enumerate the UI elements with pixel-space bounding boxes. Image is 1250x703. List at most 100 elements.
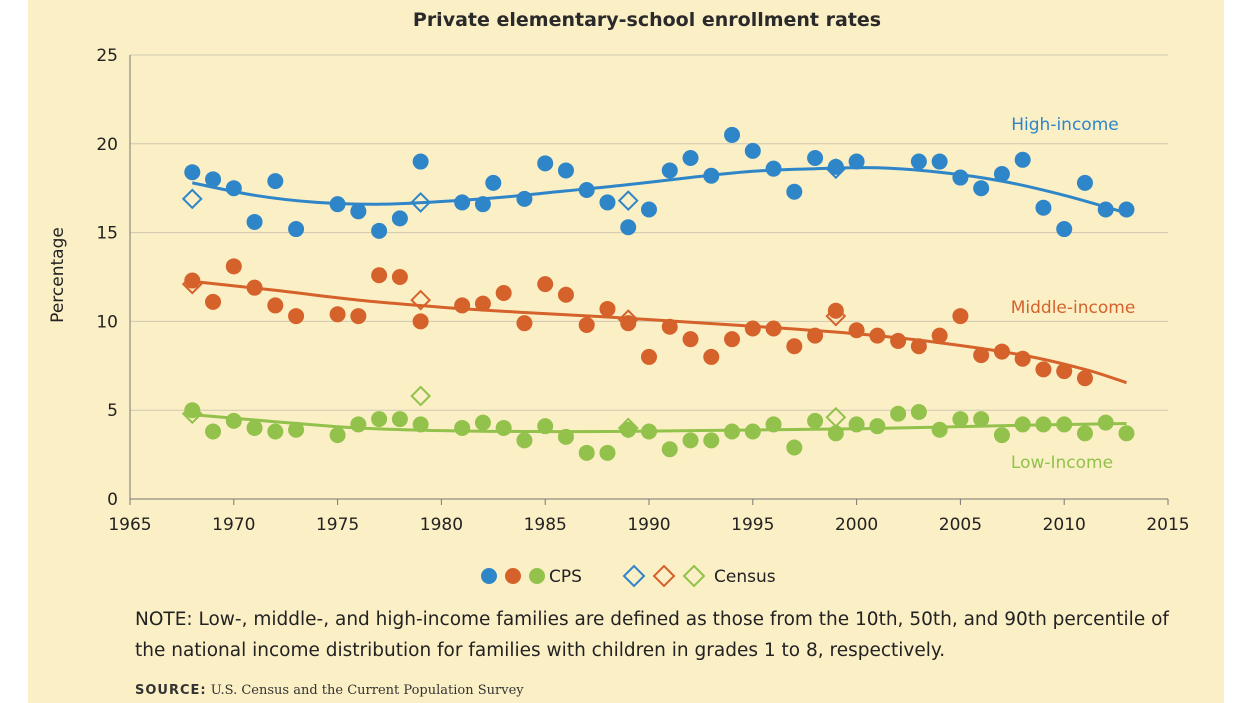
- cps-point-middle: [1056, 363, 1073, 380]
- legend-census-marker-middle: [652, 564, 676, 588]
- cps-point-low: [910, 403, 927, 420]
- cps-point-middle: [682, 331, 699, 348]
- cps-point-middle: [641, 348, 657, 365]
- cps-point-middle: [661, 318, 678, 335]
- footnote: NOTE: Low-, middle-, and high-income fam…: [135, 609, 1169, 661]
- cps-point-middle: [973, 347, 990, 364]
- source-label: SOURCE:: [135, 683, 207, 698]
- cps-point-low: [454, 419, 471, 436]
- chart-title: Private elementary-school enrollment rat…: [413, 9, 881, 31]
- cps-point-middle: [412, 313, 429, 330]
- cps-point-low: [516, 432, 533, 449]
- cps-point-high: [485, 174, 502, 191]
- cps-point-low: [288, 421, 305, 438]
- cps-point-middle: [765, 320, 782, 337]
- cps-point-low: [1035, 416, 1052, 433]
- x-tick-label-2010: 2010: [1043, 515, 1086, 535]
- cps-point-low: [350, 416, 367, 433]
- cps-point-high: [371, 222, 388, 239]
- cps-point-high: [599, 194, 616, 211]
- y-tick-label-5: 5: [107, 401, 118, 421]
- cps-point-low: [973, 411, 990, 428]
- cps-point-low: [744, 423, 761, 440]
- cps-point-low: [578, 444, 595, 461]
- legend-census-label: Census: [714, 567, 776, 587]
- cps-point-high: [682, 150, 699, 167]
- cps-point-low: [827, 425, 844, 442]
- cps-point-middle: [869, 327, 886, 344]
- cps-point-high: [931, 153, 948, 170]
- x-tick-label-2005: 2005: [939, 515, 982, 535]
- census-point-middle: [410, 289, 432, 311]
- census-point-low: [410, 385, 432, 407]
- cps-point-high: [973, 180, 990, 197]
- x-tick-label-1995: 1995: [731, 515, 774, 535]
- cps-point-low: [1014, 416, 1031, 433]
- legend: CPS Census: [481, 564, 776, 588]
- x-tick-label-2000: 2000: [835, 515, 878, 535]
- trend-line-high: [192, 166, 1127, 215]
- cps-point-high: [350, 203, 367, 220]
- x-tick-label-1975: 1975: [316, 515, 359, 535]
- census-point-high: [410, 191, 432, 213]
- census-point-middle: [617, 309, 639, 331]
- cps-point-high: [641, 201, 657, 218]
- legend-cps-marker-low: [529, 568, 545, 584]
- cps-point-low: [246, 419, 263, 436]
- cps-point-middle: [516, 315, 533, 332]
- cps-point-high: [246, 213, 263, 230]
- cps-point-low: [807, 412, 824, 429]
- cps-point-middle: [537, 276, 554, 293]
- cps-point-high: [910, 153, 927, 170]
- cps-point-low: [557, 428, 574, 445]
- cps-point-low: [848, 416, 865, 433]
- cps-point-middle: [557, 286, 574, 303]
- cps-point-low: [952, 411, 969, 428]
- cps-point-high: [288, 221, 305, 238]
- cps-point-middle: [495, 284, 512, 301]
- y-tick-label-15: 15: [96, 224, 118, 244]
- x-tick-label-2015: 2015: [1146, 515, 1189, 535]
- y-tick-label-0: 0: [107, 490, 118, 510]
- y-tick-label-10: 10: [96, 312, 118, 332]
- cps-point-middle: [1076, 370, 1093, 387]
- cps-point-middle: [205, 293, 222, 310]
- cps-point-middle: [288, 308, 305, 325]
- cps-point-middle: [993, 343, 1010, 360]
- cps-point-high: [703, 167, 720, 184]
- series-label-high-income: High-income: [1011, 115, 1118, 135]
- cps-point-middle: [724, 331, 741, 348]
- data-points: [181, 126, 1135, 461]
- cps-point-high: [1035, 199, 1052, 216]
- cps-point-high: [474, 196, 491, 213]
- legend-cps-marker-high: [481, 568, 497, 584]
- cps-point-low: [599, 444, 616, 461]
- cps-point-middle: [807, 327, 824, 344]
- legend-census-markers: [622, 564, 706, 588]
- cps-point-middle: [329, 306, 346, 323]
- cps-point-low: [537, 418, 554, 435]
- legend-census-marker-high: [622, 564, 646, 588]
- cps-point-high: [952, 169, 969, 186]
- cps-point-low: [724, 423, 741, 440]
- cps-point-high: [184, 164, 201, 181]
- cps-point-high: [765, 160, 782, 177]
- cps-point-middle: [267, 297, 284, 314]
- cps-point-middle: [848, 322, 865, 339]
- source-text: U.S. Census and the Current Population S…: [210, 683, 524, 698]
- cps-point-middle: [225, 258, 242, 275]
- legend-cps-label: CPS: [549, 567, 582, 587]
- cps-point-middle: [931, 327, 948, 344]
- cps-point-low: [661, 441, 678, 458]
- cps-point-low: [205, 423, 222, 440]
- cps-point-low: [786, 439, 803, 456]
- cps-point-low: [682, 432, 699, 449]
- cps-point-low: [641, 423, 657, 440]
- cps-point-middle: [474, 295, 491, 312]
- cps-point-middle: [246, 279, 263, 296]
- cps-point-high: [454, 194, 471, 211]
- census-point-high: [617, 190, 639, 212]
- legend-cps-marker-middle: [505, 568, 521, 584]
- cps-point-low: [474, 414, 491, 431]
- cps-point-high: [329, 196, 346, 213]
